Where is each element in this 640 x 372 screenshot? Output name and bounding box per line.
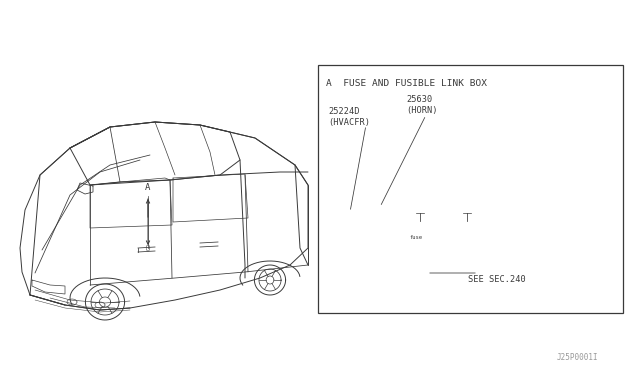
- Text: (HORN): (HORN): [406, 106, 438, 115]
- Polygon shape: [335, 250, 520, 268]
- Polygon shape: [337, 220, 363, 250]
- Polygon shape: [358, 201, 366, 214]
- Text: (HVACFR): (HVACFR): [328, 118, 370, 127]
- Polygon shape: [392, 208, 404, 243]
- Polygon shape: [369, 210, 391, 215]
- Polygon shape: [362, 207, 374, 220]
- Polygon shape: [342, 206, 358, 214]
- Polygon shape: [372, 203, 388, 210]
- Text: 25224D: 25224D: [328, 107, 360, 116]
- Polygon shape: [520, 229, 556, 268]
- Polygon shape: [456, 218, 509, 226]
- Polygon shape: [368, 208, 404, 215]
- Polygon shape: [338, 207, 374, 214]
- Polygon shape: [391, 204, 402, 215]
- Polygon shape: [368, 215, 392, 243]
- Polygon shape: [369, 204, 402, 210]
- Polygon shape: [452, 218, 516, 228]
- Polygon shape: [417, 244, 450, 250]
- Polygon shape: [337, 212, 376, 220]
- Polygon shape: [515, 209, 548, 250]
- Text: A  FUSE AND FUSIBLE LINK BOX: A FUSE AND FUSIBLE LINK BOX: [326, 79, 487, 88]
- Text: J25P0001I: J25P0001I: [556, 353, 598, 362]
- Polygon shape: [447, 244, 480, 250]
- Text: A: A: [145, 183, 150, 192]
- Polygon shape: [397, 209, 548, 228]
- Polygon shape: [409, 218, 462, 226]
- Text: fuse: fuse: [409, 235, 422, 240]
- Polygon shape: [397, 228, 515, 250]
- Text: SEE SEC.240: SEE SEC.240: [468, 275, 525, 284]
- Polygon shape: [372, 198, 396, 203]
- Bar: [318, 65, 623, 313]
- Polygon shape: [363, 212, 376, 250]
- Polygon shape: [387, 244, 420, 250]
- Polygon shape: [338, 214, 362, 220]
- Polygon shape: [342, 201, 366, 206]
- Polygon shape: [405, 218, 470, 228]
- Polygon shape: [335, 229, 556, 250]
- Polygon shape: [388, 198, 396, 210]
- Text: 25630: 25630: [406, 95, 432, 104]
- Polygon shape: [347, 244, 380, 250]
